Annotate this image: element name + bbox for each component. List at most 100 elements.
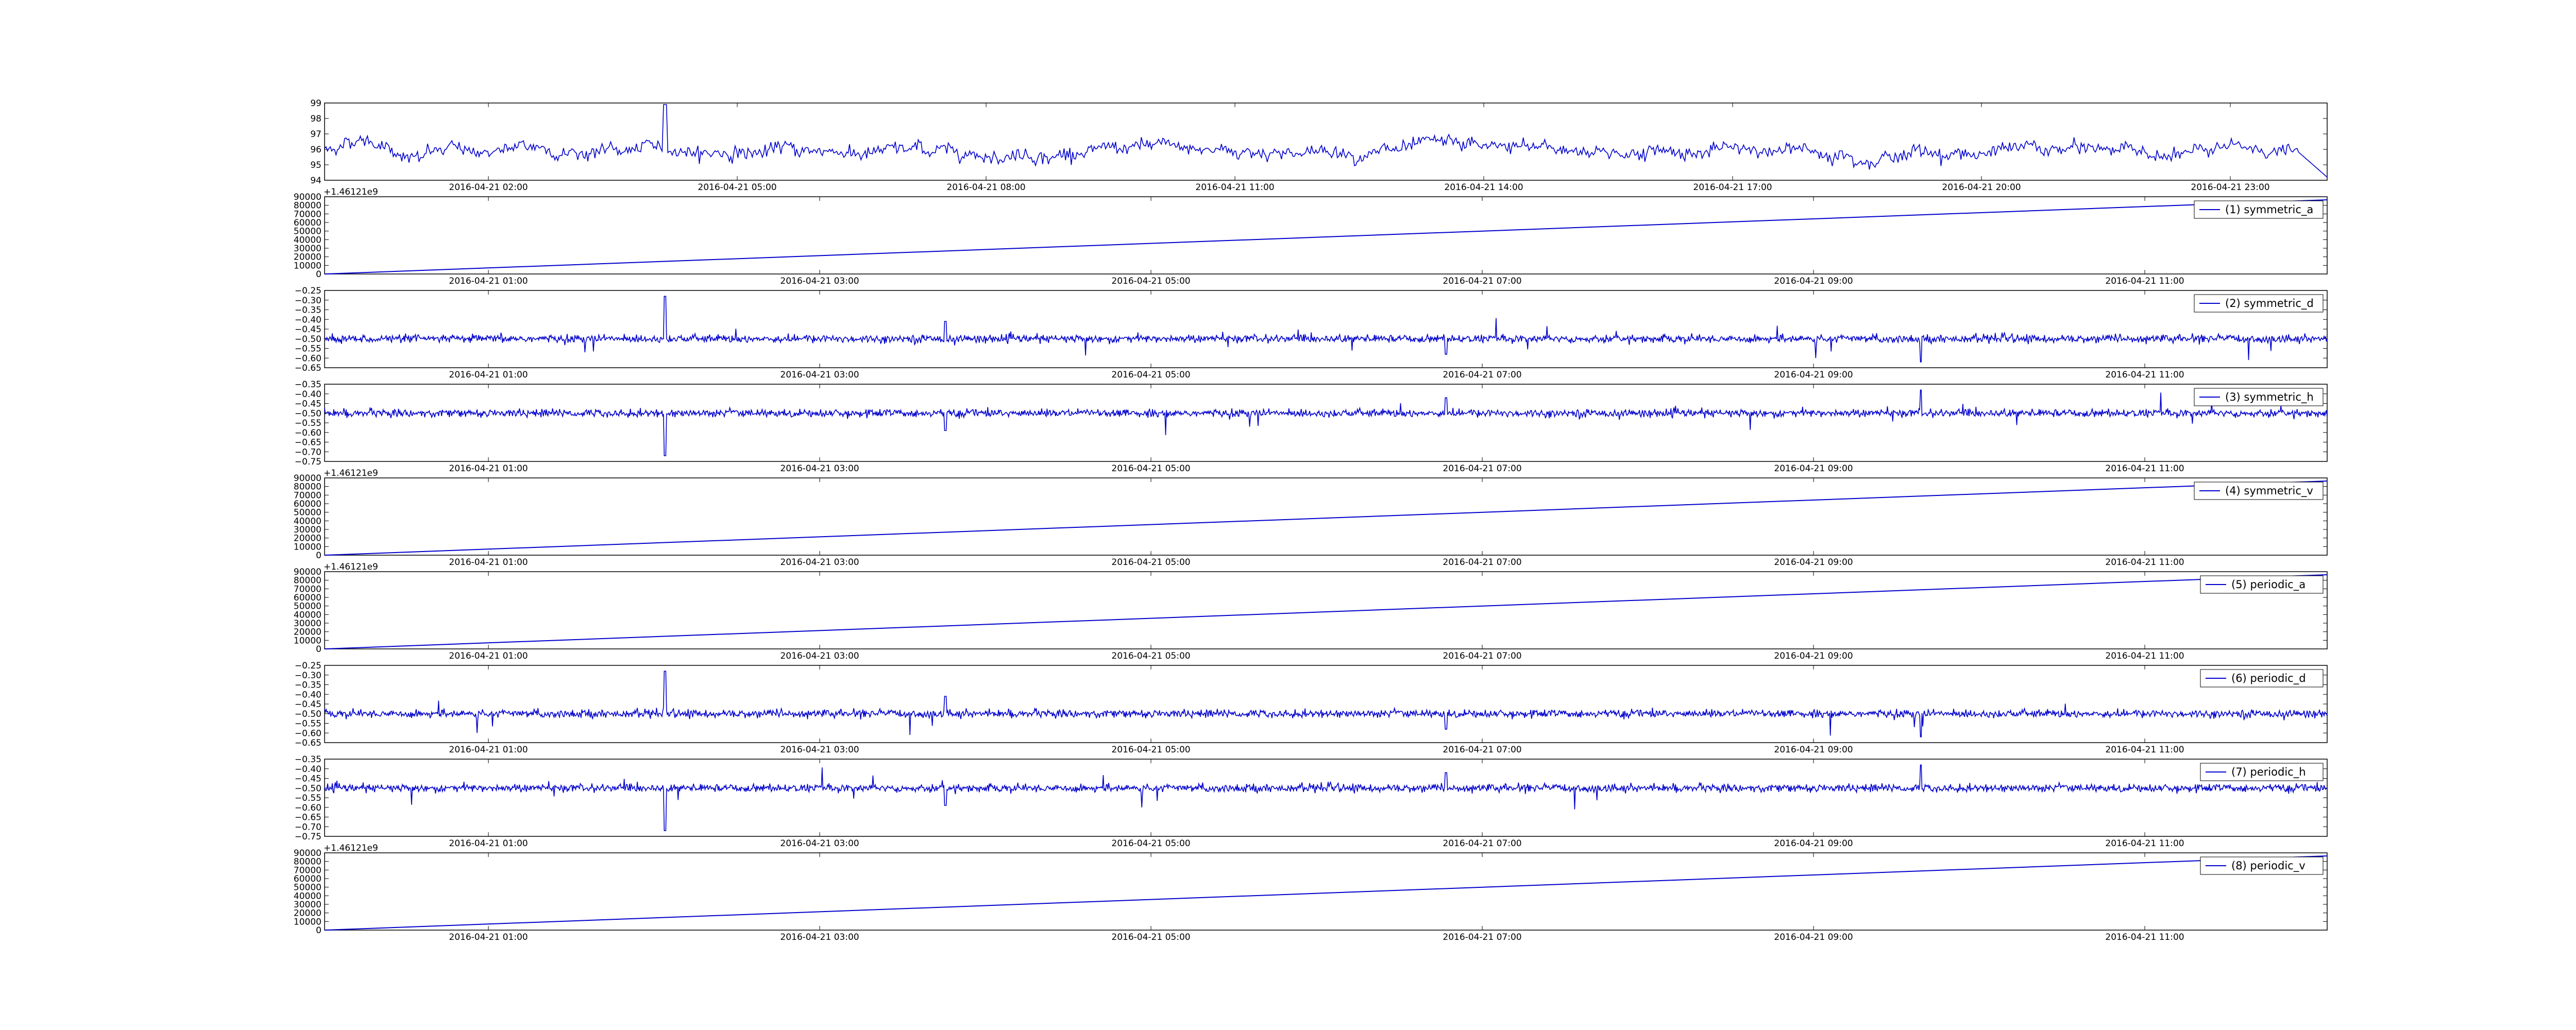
series-line	[324, 574, 2328, 649]
x-tick-label: 2016-04-21 03:00	[780, 745, 859, 755]
x-tick-label: 2016-04-21 11:00	[2105, 838, 2184, 849]
subplot-1: 94 95 96 97 98 99 2016-04-21 02:00 2016-04-21 0…	[310, 98, 2328, 193]
x-tick-label: 2016-04-21 01:00	[449, 932, 528, 942]
y-tick-label: 60000	[294, 499, 321, 509]
x-tick-label: 2016-04-21 11:00	[2105, 745, 2184, 755]
legend-label: (4) symmetric_v	[2225, 485, 2313, 497]
subplot-9: 0100002000030000400005000060000700008000…	[294, 843, 2328, 942]
y-tick-label: 0	[316, 551, 321, 561]
legend: (8) periodic_v	[2200, 856, 2324, 875]
y-tick-label: −0.30	[295, 296, 321, 306]
x-tick-label: 2016-04-21 07:00	[1443, 745, 1521, 755]
x-tick-label: 2016-04-21 08:00	[946, 182, 1025, 193]
x-tick-label: 2016-04-21 23:00	[2191, 182, 2269, 193]
y-tick-label: 99	[310, 98, 321, 109]
subplot-7: −0.25−0.30−0.35−0.40−0.45−0.50−0.55−0.60…	[295, 661, 2328, 755]
legend: (2) symmetric_d	[2194, 294, 2324, 313]
y-tick-label: 90000	[294, 567, 321, 577]
legend-label: (5) periodic_a	[2231, 578, 2306, 591]
axes-frame	[324, 852, 2328, 931]
y-tick-label: 30000	[294, 900, 321, 910]
subplot-4: −0.35−0.40−0.45−0.50−0.55−0.60−0.65−0.70…	[295, 380, 2328, 474]
x-tick-label: 2016-04-21 07:00	[1443, 370, 1521, 380]
x-tick-label: 2016-04-21 09:00	[1774, 464, 1853, 474]
subplot-3: −0.25−0.30−0.35−0.40−0.45−0.50−0.55−0.60…	[295, 286, 2328, 380]
x-tick-label: 2016-04-21 03:00	[780, 464, 859, 474]
y-tick-label: −0.55	[295, 793, 321, 803]
y-tick-label: −0.55	[295, 719, 321, 729]
y-tick-label: 80000	[294, 857, 321, 867]
x-tick-label: 2016-04-21 02:00	[449, 182, 528, 193]
x-tick-label: 2016-04-21 14:00	[1444, 182, 1523, 193]
x-tick-label: 2016-04-21 17:00	[1693, 182, 1772, 193]
y-tick-label: 70000	[294, 209, 321, 219]
y-tick-label: −0.65	[295, 438, 321, 448]
x-tick-label: 2016-04-21 11:00	[2105, 932, 2184, 942]
legend-label: (8) periodic_v	[2231, 860, 2306, 872]
y-tick-label: −0.40	[295, 764, 321, 775]
y-tick-label: 80000	[294, 576, 321, 586]
series-line	[324, 104, 2328, 178]
x-tick-label: 2016-04-21 09:00	[1774, 838, 1853, 849]
y-tick-label: −0.60	[295, 353, 321, 364]
y-tick-label: 20000	[294, 534, 321, 544]
x-tick-label: 2016-04-21 11:00	[2105, 276, 2184, 286]
y-tick-label: 50000	[294, 883, 321, 893]
y-tick-label: −0.75	[295, 832, 321, 842]
y-tick-label: −0.50	[295, 408, 321, 419]
legend: (4) symmetric_v	[2194, 482, 2324, 500]
legend-label: (7) periodic_h	[2231, 766, 2306, 779]
y-tick-label: −0.35	[295, 380, 321, 390]
legend-label: (2) symmetric_d	[2225, 297, 2314, 310]
x-tick-label: 2016-04-21 09:00	[1774, 370, 1853, 380]
y-tick-label: 90000	[294, 848, 321, 859]
series-line	[324, 199, 2328, 274]
x-tick-label: 2016-04-21 01:00	[449, 745, 528, 755]
y-tick-label: 98	[310, 114, 321, 124]
x-tick-label: 2016-04-21 05:00	[1111, 838, 1190, 849]
y-tick-label: 70000	[294, 490, 321, 501]
legend-label: (6) periodic_d	[2231, 672, 2306, 685]
offset-text: +1.46121e9	[324, 562, 378, 572]
y-tick-label: 10000	[294, 261, 321, 271]
series-line	[324, 296, 2328, 363]
x-tick-label: 2016-04-21 07:00	[1443, 557, 1521, 568]
y-tick-label: −0.40	[295, 690, 321, 700]
x-tick-label: 2016-04-21 11:00	[2105, 464, 2184, 474]
x-tick-label: 2016-04-21 01:00	[449, 370, 528, 380]
y-tick-label: −0.65	[295, 738, 321, 748]
legend: (7) periodic_h	[2200, 763, 2324, 781]
x-tick-label: 2016-04-21 03:00	[780, 557, 859, 568]
axes-frame	[324, 665, 2328, 743]
y-tick-label: −0.35	[295, 305, 321, 316]
y-tick-label: 90000	[294, 473, 321, 484]
legend: (5) periodic_a	[2200, 575, 2324, 594]
x-tick-label: 2016-04-21 05:00	[1111, 276, 1190, 286]
x-tick-label: 2016-04-21 11:00	[2105, 651, 2184, 661]
y-tick-label: 60000	[294, 593, 321, 603]
y-tick-label: −0.60	[295, 803, 321, 813]
y-tick-label: 30000	[294, 619, 321, 629]
y-tick-label: −0.40	[295, 315, 321, 325]
offset-text: +1.46121e9	[324, 843, 378, 853]
y-tick-label: 50000	[294, 602, 321, 612]
series-line	[324, 671, 2328, 737]
x-tick-label: 2016-04-21 05:00	[1111, 932, 1190, 942]
y-tick-label: −0.30	[295, 671, 321, 681]
y-tick-label: 40000	[294, 610, 321, 620]
y-tick-label: −0.40	[295, 389, 321, 400]
legend-label: (3) symmetric_h	[2225, 391, 2314, 404]
y-tick-label: 50000	[294, 227, 321, 237]
axes-frame	[324, 196, 2328, 274]
x-tick-label: 2016-04-21 05:00	[1111, 651, 1190, 661]
x-tick-label: 2016-04-21 07:00	[1443, 651, 1521, 661]
y-tick-label: 50000	[294, 508, 321, 518]
y-tick-label: 0	[316, 269, 321, 280]
x-tick-label: 2016-04-21 03:00	[780, 276, 859, 286]
y-tick-label: −0.70	[295, 447, 321, 457]
y-tick-label: 30000	[294, 525, 321, 535]
x-tick-label: 2016-04-21 07:00	[1443, 464, 1521, 474]
y-tick-label: 20000	[294, 908, 321, 919]
x-tick-label: 2016-04-21 03:00	[780, 932, 859, 942]
